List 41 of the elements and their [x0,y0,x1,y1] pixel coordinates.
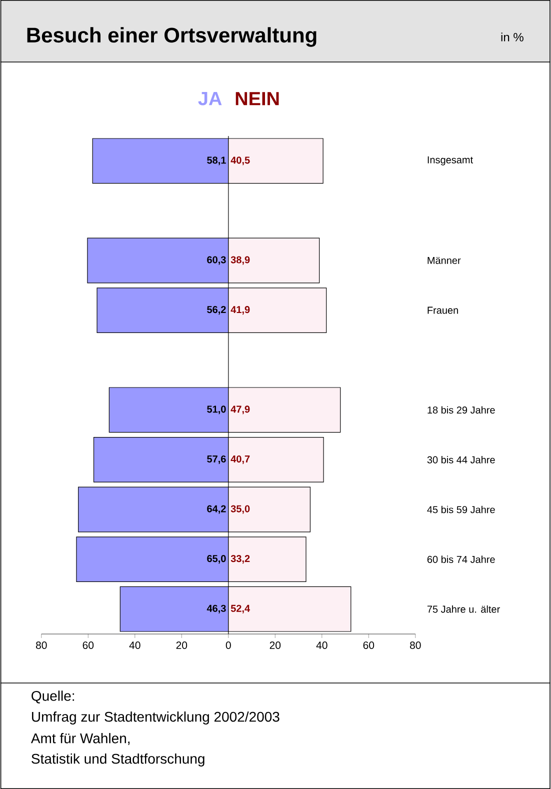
data-label: 52,4 [231,604,250,614]
x-tick-label: 60 [82,642,94,649]
data-label: 65,0 [207,555,226,564]
data-label: 38,9 [230,256,250,265]
y-tick-label: 45 bis 59 Jahre [427,506,495,514]
text: Statistik und Stadtforschung [32,753,204,767]
chart-title: Besuch einer Ortsverwaltung [27,27,316,47]
x-tick-label: 80 [36,642,47,649]
data-label: 58,1 [207,156,226,166]
series-label: JA [198,92,222,106]
data-label: 40,5 [230,156,250,166]
data-label: 51,0 [207,406,226,414]
x-tick-label: 60 [363,642,374,649]
data-label: 60,3 [207,256,226,265]
data-label: 33,2 [230,555,250,564]
data-label: 46,3 [206,604,226,614]
y-tick-label: Frauen [428,306,458,314]
y-tick-label: Männer [428,257,461,264]
data-label: 56,2 [207,306,226,315]
series-label: NEIN [236,92,279,106]
data-label: 41,9 [230,306,250,315]
y-tick-label: 18 bis 29 Jahre [428,406,495,414]
data-label: 57,6 [207,455,226,464]
text: in % [501,32,524,42]
x-tick-label: 20 [176,642,188,649]
text: Amt für Wahlen, [31,733,130,745]
x-tick-label: 80 [410,642,421,649]
x-tick-label: 20 [270,642,281,649]
source-note: Quelle: [32,690,74,704]
y-tick-label: 60 bis 74 Jahre [428,556,495,563]
data-label: 35,0 [230,505,250,514]
x-tick-label: 40 [316,642,328,649]
y-tick-label: 30 bis 44 Jahre [427,456,495,464]
x-tick-label: 0 [226,642,231,649]
text: Umfrag zur Stadtentwicklung 2002/2003 [32,711,280,725]
x-tick-label: 40 [129,642,140,649]
data-label: 40,7 [230,455,250,464]
y-tick-label: Insgesamt [428,156,474,166]
y-tick-label: 75 Jahre u. älter [428,605,500,613]
data-label: 64,2 [207,505,226,514]
data-label: 47,9 [230,406,250,414]
